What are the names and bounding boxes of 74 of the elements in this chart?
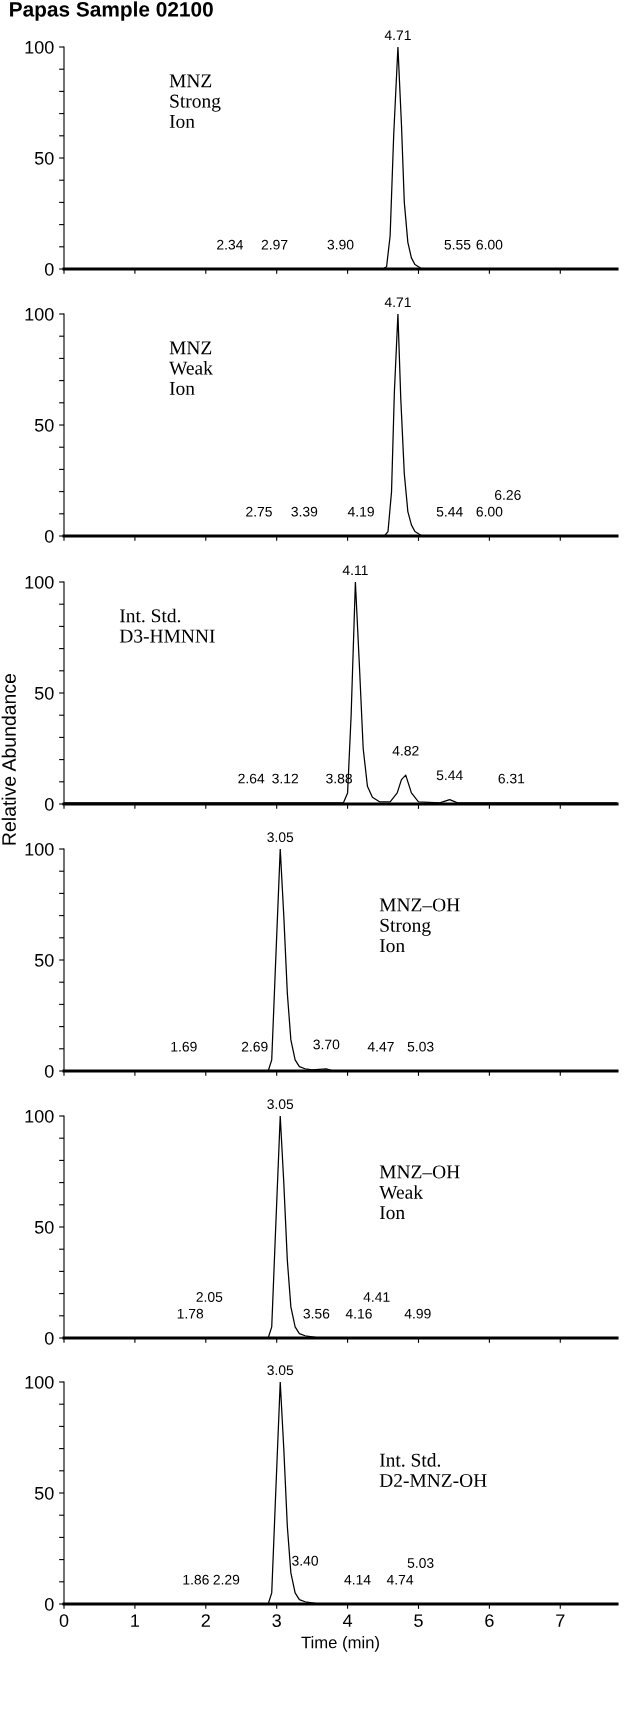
- x-tick-label: 2: [201, 1614, 210, 1627]
- y-tick-label: 0: [44, 1331, 54, 1345]
- y-tick-label: 100: [25, 575, 54, 589]
- y-tick-label: 0: [44, 529, 54, 543]
- annotation: 2.75: [246, 506, 272, 517]
- annotation: MNZ Strong Ion: [169, 74, 221, 129]
- annotation: 1.86: [183, 1574, 209, 1585]
- y-tick-label: 100: [25, 40, 54, 54]
- annotation: 3.05: [267, 1365, 294, 1376]
- annotation: 4.82: [392, 745, 419, 756]
- y-tick-label: 50: [34, 151, 54, 165]
- annotation: Int. Std. D3-HMNNI: [119, 608, 215, 643]
- annotation: 3.12: [272, 773, 299, 784]
- annotation: 5.03: [407, 1041, 434, 1052]
- x-tick-label: 6: [485, 1614, 494, 1627]
- annotation: 1.69: [171, 1041, 197, 1052]
- y-tick-label: 50: [34, 953, 54, 967]
- annotation: 4.16: [345, 1308, 372, 1319]
- annotation: 3.05: [267, 832, 294, 843]
- annotation: 4.14: [344, 1574, 371, 1585]
- x-tick-label: 0: [59, 1614, 69, 1627]
- y-tick-label: 0: [44, 262, 54, 276]
- annotation: 6.00: [476, 506, 503, 517]
- x-axis-title: Time (min): [301, 1636, 379, 1652]
- annotation: 4.74: [386, 1574, 414, 1585]
- annotation: 3.70: [313, 1039, 340, 1050]
- y-tick-label: 0: [44, 1064, 54, 1078]
- y-tick-label: 50: [34, 1486, 54, 1500]
- x-tick-label: 7: [556, 1614, 565, 1627]
- y-tick-label: 50: [34, 1220, 54, 1234]
- annotation: 5.03: [407, 1558, 434, 1568]
- annotation: 4.19: [347, 506, 374, 517]
- chart-title: Papas Sample 02100: [10, 1, 213, 21]
- annotation: 3.40: [292, 1555, 319, 1566]
- annotation: 4.71: [384, 30, 411, 40]
- x-tick-label: 4: [342, 1614, 353, 1627]
- y-tick-label: 0: [44, 797, 54, 811]
- annotation: 2.05: [196, 1292, 223, 1302]
- annotation: 4.71: [384, 297, 411, 307]
- annotation: 3.56: [303, 1308, 330, 1319]
- annotation: 6.31: [498, 773, 525, 784]
- y-tick-label: 100: [25, 307, 54, 321]
- annotation: 2.34: [217, 239, 244, 250]
- y-tick-label: 100: [25, 842, 54, 856]
- y-tick-label: 100: [25, 1109, 54, 1123]
- x-tick-label: 5: [414, 1614, 423, 1627]
- annotation: 3.05: [267, 1099, 294, 1110]
- annotation: 2.29: [213, 1574, 240, 1585]
- annotation: 2.64: [238, 773, 265, 784]
- y-tick-label: 0: [44, 1597, 54, 1611]
- x-tick-label: 1: [131, 1614, 140, 1627]
- annotation: 2.69: [241, 1041, 268, 1052]
- annotation: MNZ–OH Strong Ion: [379, 898, 460, 953]
- annotation: MNZ Weak Ion: [169, 341, 213, 395]
- annotation: 3.39: [291, 506, 318, 517]
- annotation: 5.44: [436, 770, 463, 781]
- annotation: 3.90: [327, 239, 354, 250]
- y-axis-title: Relative Abundance: [1, 673, 16, 845]
- annotation: 6.26: [495, 490, 521, 500]
- annotation: 4.11: [342, 565, 368, 575]
- annotation: 4.41: [363, 1292, 390, 1302]
- annotation: 5.55: [444, 239, 471, 250]
- y-tick-label: 100: [25, 1375, 54, 1389]
- annotation: Int. Std. D2-MNZ-OH: [379, 1453, 487, 1488]
- annotation: 6.00: [476, 239, 503, 250]
- annotation: 4.47: [367, 1041, 394, 1052]
- y-tick-label: 50: [34, 686, 54, 700]
- annotation: 2.97: [261, 239, 288, 250]
- annotation: 5.44: [436, 506, 463, 517]
- annotation: 4.99: [404, 1308, 431, 1319]
- y-tick-label: 50: [34, 418, 54, 432]
- x-tick-label: 3: [272, 1614, 281, 1627]
- annotation: MNZ–OH Weak Ion: [379, 1165, 460, 1220]
- annotation: 1.78: [177, 1308, 204, 1319]
